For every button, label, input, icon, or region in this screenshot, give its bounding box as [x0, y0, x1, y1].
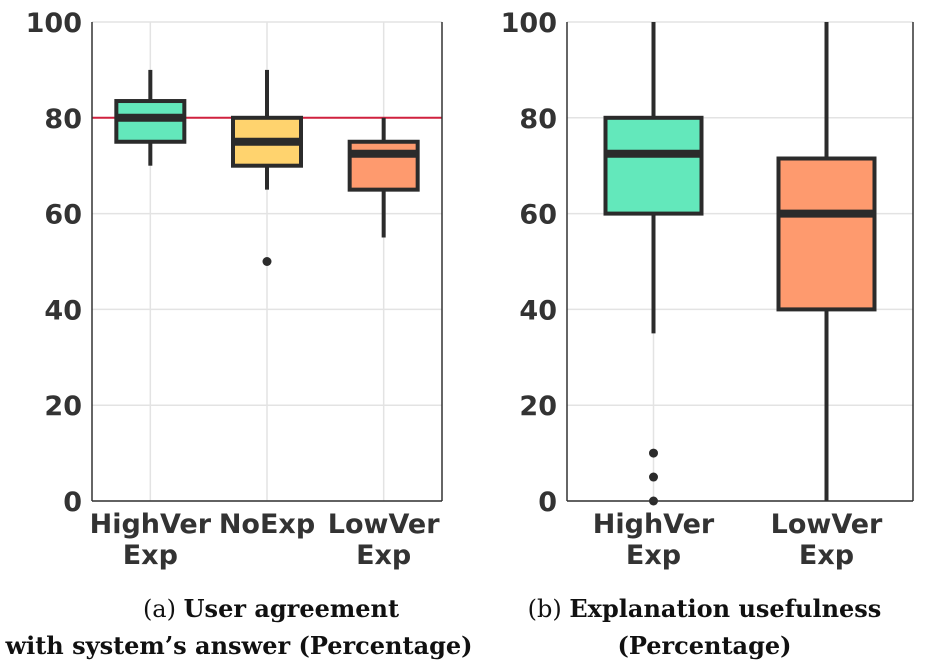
y-tick-label-20: 20: [44, 391, 82, 422]
x-tick-label-highver: HighVer: [593, 509, 715, 540]
y-tick-label-80: 80: [519, 104, 557, 135]
x-tick-label-lowver: LowVer: [771, 509, 883, 540]
y-tick-label-20: 20: [519, 391, 557, 422]
caption-b-line1: (b) Explanation usefulness: [478, 594, 931, 623]
y-tick-label-80: 80: [44, 104, 82, 135]
x-tick-label-highver-line2: Exp: [626, 540, 681, 571]
y-tick-label-40: 40: [44, 295, 82, 326]
caption-a-line1: (a) User agreement: [36, 594, 506, 623]
y-tick-label-40: 40: [519, 295, 557, 326]
y-tick-label-0: 0: [63, 487, 82, 518]
y-tick-label-60: 60: [519, 200, 557, 231]
x-tick-label-lowver-line2: Exp: [356, 540, 411, 571]
x-tick-label-lowver-line2: Exp: [799, 540, 854, 571]
caption-b-title-2: (Percentage): [617, 631, 792, 660]
caption-a-title-1: User agreement: [183, 594, 400, 623]
x-tick-label-noexp: NoExp: [219, 509, 315, 540]
outlier-point: [649, 472, 658, 482]
y-tick-label-0: 0: [538, 487, 557, 518]
outlier-point: [649, 448, 658, 458]
x-tick-label-lowver: LowVer: [328, 509, 440, 540]
box-highver: [603, 22, 704, 506]
caption-a-prefix: (a): [142, 595, 176, 623]
caption-b-prefix: (b): [527, 595, 562, 623]
box-iqr: [603, 115, 704, 216]
box-highver: [114, 69, 187, 166]
outlier-point: [262, 257, 272, 266]
y-tick-label-60: 60: [44, 200, 82, 231]
y-tick-label-100: 100: [26, 8, 82, 39]
box-lowver: [347, 117, 420, 238]
x-tick-label-highver-line2: Exp: [123, 540, 178, 571]
caption-a-line2: with system’s answer (Percentage): [0, 631, 478, 660]
box-noexp: [231, 69, 303, 266]
box-iqr: [776, 156, 877, 312]
caption-b-title-1: Explanation usefulness: [569, 594, 882, 623]
caption-a-title-2: with system’s answer (Percentage): [5, 631, 473, 660]
caption-b-line2: (Percentage): [478, 631, 931, 660]
box-lowver: [776, 22, 877, 501]
y-tick-label-100: 100: [501, 8, 557, 39]
x-tick-label-highver: HighVer: [90, 509, 212, 540]
box-iqr: [347, 139, 420, 192]
